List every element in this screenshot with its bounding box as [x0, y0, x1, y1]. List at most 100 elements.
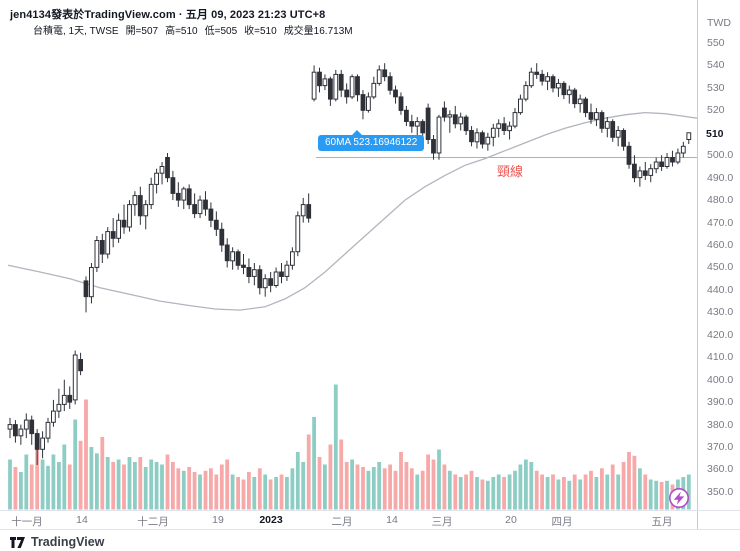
candle-up: [637, 170, 643, 179]
candle-up: [181, 188, 187, 201]
volume-bar: [659, 482, 664, 510]
candle-up: [653, 161, 659, 170]
volume-bar: [24, 454, 29, 510]
price-tick: 480.0: [707, 194, 734, 206]
candle-down: [170, 177, 176, 194]
tradingview-logo-icon: [10, 536, 25, 548]
candle-down: [404, 109, 409, 123]
candle-up: [604, 121, 610, 129]
candle-down: [137, 195, 143, 217]
candle-up: [523, 85, 529, 100]
volume-bar: [638, 468, 642, 510]
volume-bar: [610, 464, 615, 510]
price-tick: 520: [707, 104, 725, 116]
candle-up: [349, 76, 355, 98]
volume-bar: [524, 459, 528, 510]
volume-bar: [442, 464, 447, 510]
volume-bar: [306, 434, 311, 510]
volume-bar: [453, 474, 458, 510]
volume-bar: [19, 472, 23, 510]
candle-up: [311, 71, 317, 100]
volume-bar: [464, 474, 468, 510]
price-tick: 460.0: [707, 239, 734, 251]
candle-down: [317, 71, 322, 87]
candle-up: [566, 89, 572, 96]
volume-bar: [333, 384, 338, 510]
volume-bar: [257, 468, 262, 510]
volume-bar: [567, 480, 572, 510]
volume-bar: [171, 462, 175, 510]
candle-up: [474, 132, 480, 143]
candle-down: [67, 394, 73, 403]
candle-up: [295, 215, 301, 253]
volume-bar: [176, 468, 181, 510]
candle-down: [99, 240, 105, 255]
volume-bar: [279, 474, 284, 510]
volume-bar: [578, 479, 583, 510]
bottom-separator: [0, 529, 740, 530]
volume-bar: [214, 474, 219, 510]
candle-up: [664, 157, 670, 167]
candle-up: [132, 195, 138, 206]
candle-up: [545, 76, 551, 82]
price-tick: 420.0: [707, 329, 734, 341]
volume-bar: [583, 474, 588, 510]
volume-bar: [247, 472, 251, 510]
time-tick: 14: [386, 514, 398, 526]
candle-up: [507, 125, 513, 132]
candle-up: [116, 219, 121, 239]
flash-button[interactable]: [668, 487, 690, 509]
volume-bar: [105, 457, 110, 510]
volume-bar: [268, 479, 273, 510]
time-tick: 二月: [331, 516, 353, 528]
candle-down: [387, 76, 393, 91]
legend-high: 高=510: [165, 26, 198, 37]
volume-bar: [111, 462, 116, 510]
price-tick: 490.0: [707, 172, 734, 184]
volume-bar: [312, 417, 316, 510]
volume-bar: [295, 452, 300, 510]
candle-down: [626, 145, 632, 165]
candle-up: [159, 166, 165, 174]
price-tick: 550: [707, 37, 725, 49]
volume-bar: [643, 474, 648, 510]
candle-down: [469, 130, 474, 143]
candle-down: [165, 157, 170, 179]
volume-bar: [475, 477, 479, 510]
volume-bar: [572, 474, 577, 510]
candle-up: [496, 123, 502, 129]
candle-down: [425, 107, 431, 140]
candle-down: [583, 98, 589, 114]
volume-bar: [377, 462, 382, 510]
candle-down: [480, 132, 485, 145]
candle-down: [659, 161, 665, 167]
volume-bar: [116, 459, 121, 510]
candle-down: [235, 251, 241, 266]
candle-down: [610, 121, 616, 138]
volume-bar: [371, 467, 376, 510]
candle-up: [51, 410, 56, 423]
candle-up: [458, 116, 464, 125]
candle-up: [300, 204, 306, 217]
candle-up: [518, 98, 523, 114]
candle-up: [262, 278, 268, 289]
volume-bar: [317, 457, 322, 510]
candle-down: [34, 433, 40, 450]
volume-bar: [225, 459, 230, 510]
volume-bar: [594, 477, 599, 510]
volume-bar: [290, 468, 295, 510]
candle-down: [279, 271, 284, 277]
price-tick: 530: [707, 82, 725, 94]
volume-bar: [551, 474, 555, 510]
volume-bar: [540, 474, 544, 510]
neckline-label: 頸線: [497, 164, 524, 179]
time-tick: 三月: [431, 516, 453, 528]
candle-up: [7, 424, 13, 430]
candle-up: [556, 82, 561, 89]
volume-bar: [616, 474, 621, 510]
candle-up: [675, 152, 681, 163]
volume-bar: [632, 455, 637, 510]
volume-bar: [600, 468, 604, 510]
volume-bar: [160, 464, 164, 510]
